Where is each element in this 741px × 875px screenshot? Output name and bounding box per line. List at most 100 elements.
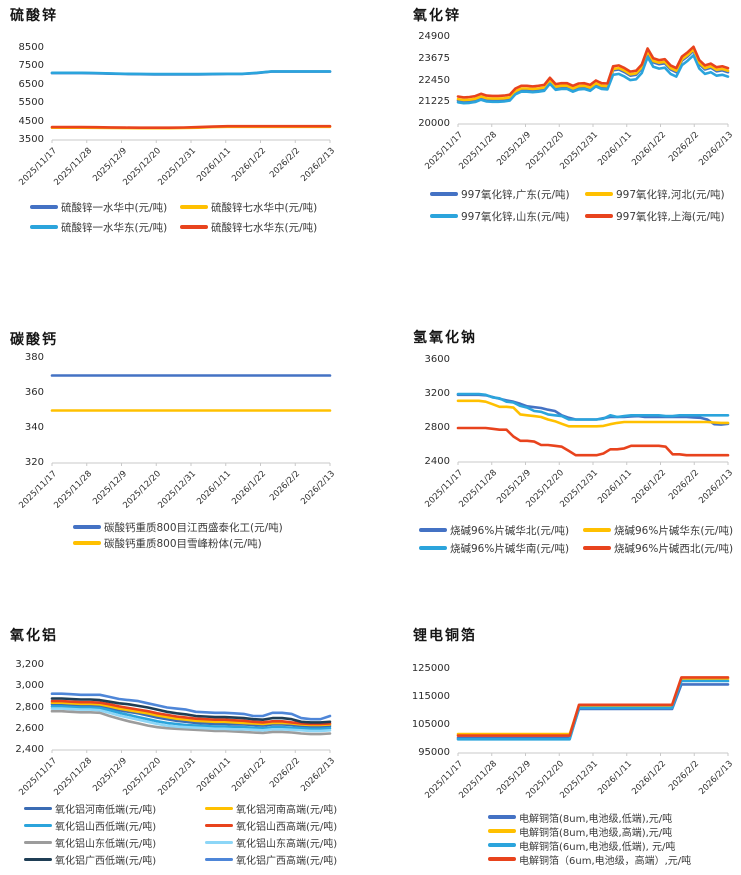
legend-label: 氧化铝山西高端(元/吨) [236,822,338,833]
legend-item: 电解铜箔(6um,电池级,低端), 元/吨 [488,838,733,853]
series-line [456,683,730,740]
legend-item: 电解铜箔(8um,电池级,高端),元/吨 [488,824,733,839]
chart-title: 碳酸钙 [10,332,58,348]
chart-title: 锂电铜箔 [413,628,477,644]
legend-item: 碳酸钙重质800目雪峰粉体(元/吨) [73,535,333,551]
legend-swatch [24,857,52,862]
legend-item: 氧化铝河南高端(元/吨) [205,800,386,817]
y-tick-label: 2800 [424,422,450,433]
legend-item: 硫酸锌一水华东(元/吨) [30,217,180,237]
legend-item: 997氧化锌,山东(元/吨) [430,205,585,227]
series-line [50,699,332,726]
legend-swatch [585,192,613,196]
chart-svg [456,45,730,127]
legend-swatch [583,546,611,550]
legend-label: 997氧化锌,河北(元/吨) [616,188,725,201]
legend-label: 电解铜箔（6um,电池级，高端）,元/吨 [519,855,692,867]
legend-label: 烧碱96%片碱华南(元/吨) [450,542,570,555]
legend-label: 硫酸锌七水华东(元/吨) [211,221,318,234]
legend-item: 氧化铝山东高端(元/吨) [205,834,386,851]
legend-label: 氧化铝山东低端(元/吨) [55,839,157,850]
series-line [50,709,332,736]
legend-label: 氧化铝广西低端(元/吨) [55,856,157,867]
chart-panel-sodium-hydroxide: 氢氧化钠 3600 3200 2800 2400 2025/11/17 2025/11/2… [371,300,741,600]
chart-panel-aluminum-oxide: 氧化铝 3,200 3,000 2,800 2,600 2,400 2025/11/17 2… [0,600,370,875]
chart-title: 氧化锌 [413,8,461,24]
legend-item: 硫酸锌七水华东(元/吨) [180,217,330,237]
legend-label: 硫酸锌七水华中(元/吨) [211,201,318,214]
legend-label: 997氧化锌,上海(元/吨) [616,210,725,223]
series-line [50,701,332,727]
legend-swatch [583,528,611,532]
legend-item: 硫酸锌一水华中(元/吨) [30,197,180,217]
legend-label: 烧碱96%片碱华东(元/吨) [614,524,734,537]
y-tick-label: 6500 [18,78,44,90]
legend-item: 氧化铝广西低端(元/吨) [24,851,205,868]
legend-swatch [419,546,447,550]
y-tick-label: 21225 [418,96,450,108]
y-tick-label: 2,400 [15,744,44,755]
legend-swatch [30,205,58,209]
legend-item: 硫酸锌七水华中(元/吨) [180,197,330,217]
y-tick-label: 24900 [418,31,450,42]
chart-title: 氢氧化钠 [413,330,477,346]
legend-swatch [205,806,233,811]
y-tick-label: 8500 [18,42,44,53]
legend-item: 烧碱96%片碱华南(元/吨) [419,539,583,557]
legend-label: 硫酸锌一水华东(元/吨) [61,221,168,234]
series-line [456,392,730,421]
legend-swatch [73,525,101,529]
series-line [50,124,332,129]
legend-swatch [24,823,52,828]
y-tick-label: 22450 [418,74,450,86]
y-tick-label: 3,000 [15,680,44,692]
legend-item: 氧化铝河南低端(元/吨) [24,800,205,817]
legend-swatch [180,225,208,229]
chart-panel-li-battery-copper-foil: 锂电铜箔 125000 115000 105000 95000 2025/11/17 20… [371,600,741,875]
legend-swatch [180,205,208,209]
legend-label: 烧碱96%片碱西北(元/吨) [614,542,734,555]
chart-plot-area: 8500 7500 6500 5500 4500 3500 2025/11/17 2025/1… [0,0,370,300]
legend-item: 碳酸钙重质800目江西盛泰化工(元/吨) [73,519,333,535]
chart-svg [50,374,332,466]
series-line [456,45,730,99]
legend-item: 氧化铝山西高端(元/吨) [205,817,386,834]
chart-svg [50,70,332,143]
legend-item: 氧化铝山西低端(元/吨) [24,817,205,834]
legend-swatch [205,840,233,845]
chart-plot-area: 125000 115000 105000 95000 2025/11/17 2025/11… [371,600,741,875]
y-tick-label: 115000 [411,691,450,702]
chart-title: 硫酸锌 [10,8,58,24]
legend-item: 烧碱96%片碱华北(元/吨) [419,521,583,539]
chart-plot-area: 3,200 3,000 2,800 2,600 2,400 2025/11/17 2025/… [0,600,370,875]
legend-swatch [488,857,516,861]
y-tick-label: 380 [24,352,44,363]
series-line [50,697,332,724]
legend-label: 电解铜箔(6um,电池级,低端), 元/吨 [519,841,676,853]
legend-item: 997氧化锌,河北(元/吨) [585,183,740,205]
y-tick-label: 2400 [424,456,450,467]
legend-swatch [419,528,447,532]
legend-swatch [488,829,516,833]
chart-panel-calcium-carbonate: 碳酸钙 380 360 340 320 2025/11/17 2025/11/28 2025… [0,300,370,600]
chart-legend: 烧碱96%片碱华北(元/吨) 烧碱96%片碱华东(元/吨) 烧碱96%片碱华南(元/… [419,521,741,557]
y-tick-label: 2,600 [15,722,44,734]
chart-panel-zinc-sulfate: 硫酸锌 8500 7500 6500 5500 4500 3500 2025/11/17 20… [0,0,370,300]
legend-swatch [24,806,52,811]
chart-plot-area: 3600 3200 2800 2400 2025/11/17 2025/11/28 2025… [371,300,741,600]
chart-svg [456,392,730,465]
y-tick-label: 95000 [418,747,450,758]
series-line [456,426,730,457]
chart-plot-area: 380 360 340 320 2025/11/17 2025/11/28 2025/12/… [0,300,370,600]
legend-swatch [30,225,58,229]
series-line [50,705,332,731]
y-tick-label: 320 [24,457,44,468]
series-line [456,49,730,103]
series-line [456,676,730,737]
legend-label: 碳酸钙重质800目江西盛泰化工(元/吨) [104,521,283,534]
chart-legend: 氧化铝河南低端(元/吨) 氧化铝河南高端(元/吨) 氧化铝山西低端(元/吨) 氧化铝山… [24,800,386,868]
y-tick-label: 3600 [424,354,450,365]
y-tick-label: 3200 [424,388,450,399]
legend-swatch [585,214,613,218]
